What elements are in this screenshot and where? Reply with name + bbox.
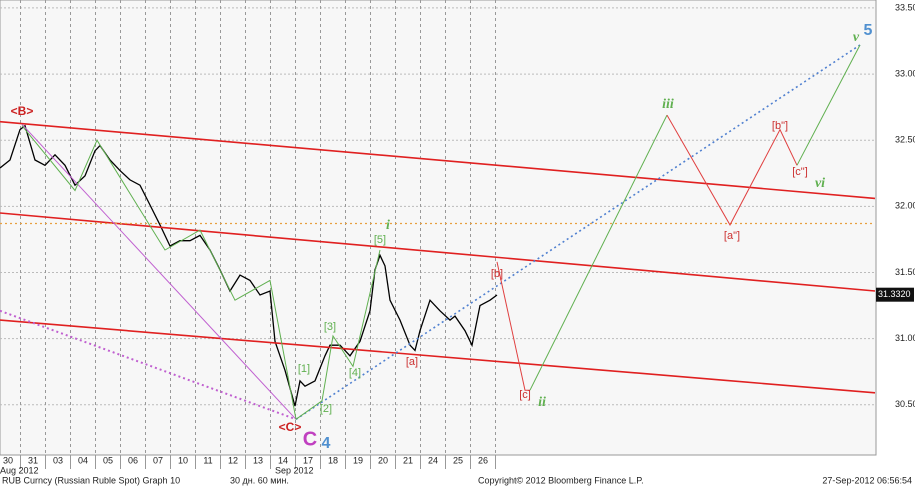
x-tick-label: 10	[178, 455, 188, 465]
series-line	[295, 249, 381, 420]
wave-label: [4]	[349, 367, 361, 379]
x-tick-label: 06	[128, 455, 138, 465]
x-tick-label: 04	[78, 455, 88, 465]
x-tick-label: 12	[228, 455, 238, 465]
x-tick-label: 30	[3, 455, 13, 465]
x-tick-label: 13	[253, 455, 263, 465]
x-tick-label: 19	[353, 455, 363, 465]
footer-period: 30 дн. 60 мин.	[230, 475, 289, 485]
footer-timestamp: 27-Sep-2012 06:56:54	[822, 475, 912, 485]
wave-label: v	[853, 30, 860, 45]
wave-label: [c]	[519, 389, 531, 401]
wave-label: iii	[662, 97, 674, 112]
wave-label: [b"]	[772, 120, 788, 132]
series-line	[0, 120, 876, 200]
x-tick-label: 20	[378, 455, 388, 465]
wave-label: <C>	[279, 420, 302, 434]
x-tick-label: 26	[478, 455, 488, 465]
series-line	[496, 261, 530, 391]
y-tick-label: 30.5000	[895, 399, 915, 409]
wave-label: i	[386, 218, 390, 233]
wave-label: [1]	[298, 363, 310, 375]
x-tick-label: 21	[403, 455, 413, 465]
x-tick-label: 05	[103, 455, 113, 465]
wave-label: [3]	[324, 321, 336, 333]
month-label: Aug 2012	[0, 465, 39, 475]
last-price-label: 31.3320	[878, 289, 911, 299]
y-tick-label: 32.5000	[895, 135, 915, 145]
wave-label: [5]	[374, 234, 386, 246]
wave-label: [2]	[320, 403, 332, 415]
wave-label: C	[303, 428, 317, 450]
x-tick-label: 24	[428, 455, 438, 465]
series-line	[21, 125, 297, 420]
footer-security: RUB Curncy (Russian Ruble Spot) Graph 10	[2, 475, 180, 485]
x-tick-label: 17	[303, 455, 313, 465]
series-line	[796, 44, 861, 166]
y-tick-label: 33.0000	[895, 68, 915, 78]
wave-label: ii	[538, 395, 546, 410]
x-tick-label: 18	[328, 455, 338, 465]
series-line	[529, 114, 668, 391]
last-price-box	[876, 287, 914, 302]
x-tick-label: 11	[203, 455, 212, 465]
x-tick-label: 25	[453, 455, 463, 465]
wave-label: 5	[864, 22, 873, 39]
wave-label: 4	[322, 435, 331, 452]
series-line	[21, 123, 297, 420]
y-tick-label: 31.0000	[895, 333, 915, 343]
x-tick-label: 31	[28, 455, 38, 465]
series-line	[0, 319, 876, 394]
wave-label: [a"]	[724, 230, 740, 242]
x-tick-label: 03	[53, 455, 63, 465]
y-tick-label: 33.5000	[895, 2, 915, 12]
wave-label: <B>	[11, 104, 34, 118]
wave-label: [a]	[406, 356, 418, 368]
wave-label: vi	[815, 176, 825, 191]
wave-label: [c"]	[792, 166, 808, 178]
series-line	[666, 114, 798, 226]
series-line	[0, 124, 498, 407]
series-line	[0, 212, 876, 292]
plot-area	[0, 0, 877, 456]
y-tick-label: 32.0000	[895, 201, 915, 211]
x-tick-label: 07	[153, 455, 163, 465]
footer-copyright: Copyright© 2012 Bloomberg Finance L.P.	[478, 475, 644, 485]
y-tick-label: 31.5000	[895, 267, 915, 277]
x-tick-label: 14	[278, 455, 288, 465]
month-label: Sep 2012	[275, 465, 314, 475]
wave-label: [b]	[491, 268, 503, 280]
